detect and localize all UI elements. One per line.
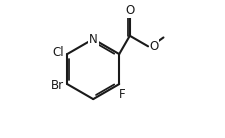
Text: O: O bbox=[125, 4, 134, 17]
Text: Br: Br bbox=[51, 79, 64, 92]
Text: F: F bbox=[118, 87, 125, 100]
Text: N: N bbox=[88, 33, 97, 46]
Text: O: O bbox=[148, 40, 158, 53]
Text: Cl: Cl bbox=[52, 46, 63, 59]
